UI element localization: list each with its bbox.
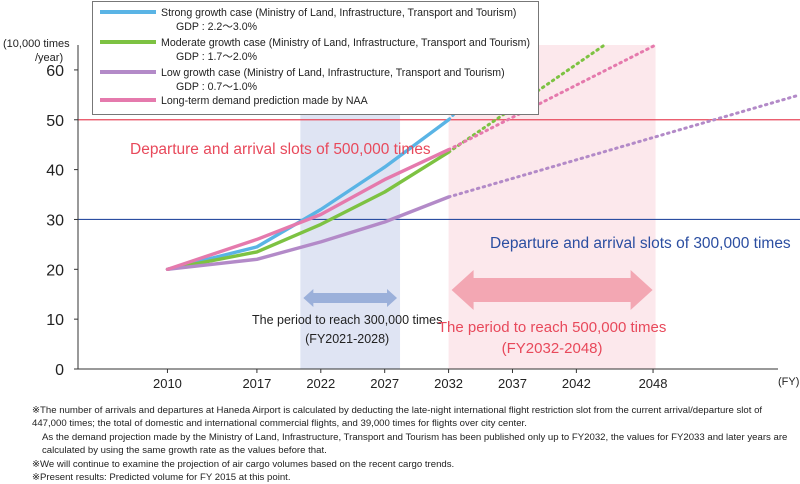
legend-box [92,1,539,115]
y-tick-label-60: 60 [46,63,64,80]
annotations: The period to reach 300,000 times (FY2021… [130,141,791,357]
period-arrow-1 [303,289,398,307]
legend: Strong growth case (Ministry of Land, In… [92,1,539,115]
period-sublabel-500k: (FY2032-2048) [502,340,603,357]
series-projection-low [447,93,800,199]
y-tick-label-20: 20 [46,262,64,279]
footnotes: ※The number of arrivals and departures a… [32,404,794,484]
x-tick-label-2032: 2032 [434,376,463,391]
period-label-500k: The period to reach 500,000 times [438,319,666,336]
series-line-moderate [165,150,451,271]
x-tick-label-2027: 2027 [370,376,399,391]
legend-label-moderate: Moderate growth case (Ministry of Land, … [161,37,530,49]
period-arrow-2 [451,270,653,310]
period-sublabel-300k: (FY2021-2028) [305,332,389,346]
legend-label-strong: Strong growth case (Ministry of Land, In… [161,7,516,19]
footnote-2: As the demand projection made by the Min… [42,431,788,457]
footnote-3: ※We will continue to examine the project… [32,458,455,470]
x-tick-label-2042: 2042 [562,376,591,391]
legend-sub-strong: GDP : 2.2～3.0% [176,21,258,33]
demand-forecast-chart: 0 10 20 30 40 50 60 2010 2017 2022 2027 2032 2037 204… [3,1,800,391]
x-tick-label-2017: 2017 [242,376,271,391]
y-unit-label-line1: (10,000 times [3,38,70,50]
y-tick-label-30: 30 [46,212,64,229]
footnote-4: ※Present results: Predicted volume for F… [32,472,291,484]
reference-label-500k: Departure and arrival slots of 500,000 t… [130,141,431,158]
legend-sub-low: GDP : 0.7～1.0% [176,81,258,93]
x-tick-label-2022: 2022 [306,376,335,391]
period-label-300k: The period to reach 300,000 times [252,313,442,327]
series-projection-naa [447,43,658,152]
x-tick-label-2048: 2048 [639,376,668,391]
y-tick-label-0: 0 [55,362,64,379]
x-unit-label: (FY) [778,376,799,388]
series-line-naa [165,147,451,271]
x-tick-label-2010: 2010 [153,376,182,391]
reference-lines [78,119,800,221]
y-tick-label-10: 10 [46,312,64,329]
y-tick-label-40: 40 [46,163,64,180]
footnote-1: ※The number of arrivals and departures a… [32,405,763,430]
legend-label-low: Low growth case (Ministry of Land, Infra… [161,67,505,79]
reference-label-300k: Departure and arrival slots of 300,000 t… [490,235,791,252]
legend-sub-moderate: GDP : 1.7～2.0% [176,51,258,63]
series-line-low [165,195,451,271]
legend-label-naa: Long-term demand prediction made by NAA [161,95,369,107]
y-tick-label-50: 50 [46,113,64,130]
x-tick-label-2037: 2037 [498,376,527,391]
series-line-strong [165,118,451,271]
y-unit-label-line2: /year) [35,52,63,64]
axes: 0 10 20 30 40 50 60 2010 2017 2022 2027 2032 2037 204… [3,38,799,391]
